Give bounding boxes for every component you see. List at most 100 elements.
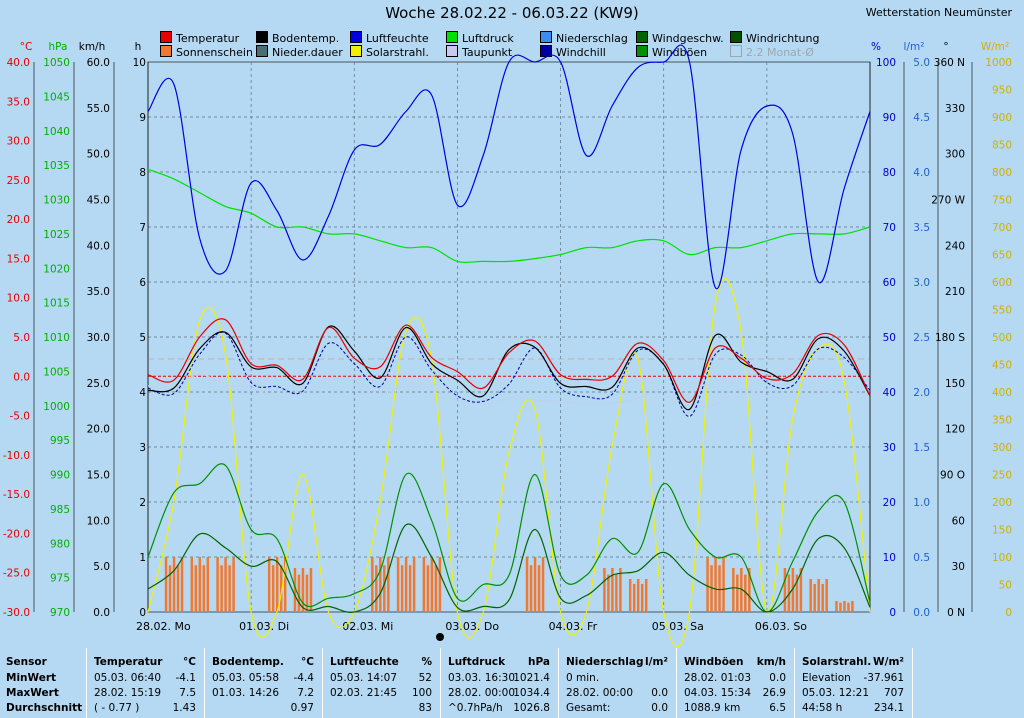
- sunshine-bar: [541, 557, 545, 612]
- temp-axis-tick: -25.0: [3, 568, 30, 580]
- sunshine-bar: [297, 574, 301, 612]
- sun-axis-tick: 4: [139, 387, 146, 399]
- solar-axis-tick: 750: [992, 195, 1012, 207]
- x-tick-label: 05.03. Sa: [652, 620, 704, 633]
- x-tick-label: 04.03. Fr: [549, 620, 598, 633]
- solar-axis-tick: 250: [992, 470, 1012, 482]
- temp-axis-tick: 0.0: [13, 371, 30, 383]
- direction-axis-tick: 240: [945, 240, 965, 252]
- legend-label: Niederschlag: [556, 32, 628, 45]
- rain-axis-tick: 2.5: [913, 332, 930, 344]
- legend-item[interactable]: Luftdruck: [446, 31, 514, 45]
- stats-cell-left: 05.03. 12:21: [802, 687, 869, 699]
- stats-separator: [912, 648, 913, 718]
- pressure-axis-tick: 995: [50, 435, 70, 447]
- legend-swatch: [350, 31, 362, 43]
- rain-axis-unit: l/m²: [904, 41, 925, 53]
- legend-item[interactable]: Solarstrahl.: [350, 45, 429, 59]
- sun-axis-tick: 10: [133, 57, 146, 69]
- sunshine-bar: [271, 565, 275, 612]
- pressure-axis-tick: 1015: [43, 298, 70, 310]
- wind-axis-tick: 5.0: [93, 561, 110, 573]
- weather-chart: 40.035.030.025.020.015.010.05.00.0-5.0-1…: [3, 41, 1012, 648]
- sunshine-bar: [194, 565, 198, 612]
- stats-cell-value: 6.5: [769, 702, 786, 714]
- legend-item[interactable]: Temperatur: [160, 31, 239, 45]
- legend-swatch: [636, 31, 648, 43]
- legend-swatch: [350, 45, 362, 57]
- solar-axis-tick: 500: [992, 332, 1012, 344]
- stats-cell-left: Elevation: [802, 672, 851, 684]
- rain-axis-tick: 1.0: [913, 497, 930, 509]
- stats-column: Niederschlag l/m² 0 min. 28.02. 00:00 0.0 Ges…: [558, 648, 676, 718]
- legend-item[interactable]: Luftfeuchte: [350, 31, 429, 45]
- legend-item[interactable]: Windrichtung: [730, 31, 819, 45]
- legend-label: Windrichtung: [746, 32, 820, 45]
- stats-cell-left: 05.03. 05:58: [212, 672, 279, 684]
- temp-axis-tick: -5.0: [10, 411, 31, 423]
- wind-axis-tick: 45.0: [87, 195, 110, 207]
- legend-label: Sonnenschein: [176, 46, 253, 59]
- sunshine-bar: [283, 557, 287, 612]
- sunshine-bar: [813, 583, 816, 612]
- sunshine-bar: [426, 565, 430, 612]
- solar-axis-tick: 150: [992, 525, 1012, 537]
- solar-axis-tick: 550: [992, 305, 1012, 317]
- sunshine-bar: [375, 565, 378, 612]
- humidity-axis-tick: 80: [883, 167, 896, 179]
- sunshine-bar: [706, 557, 709, 612]
- legend-item[interactable]: Windchill: [540, 45, 606, 59]
- sunshine-bar: [791, 568, 795, 612]
- series-luftfeuchte: [147, 44, 871, 290]
- rain-axis-tick: 2.0: [913, 387, 930, 399]
- sunshine-bar: [224, 557, 227, 612]
- solar-axis-tick: 650: [992, 250, 1012, 262]
- solar-axis-tick: 400: [992, 387, 1012, 399]
- sunshine-bar: [710, 565, 713, 612]
- legend-label: Taupunkt: [462, 46, 513, 59]
- sunshine-bar: [644, 579, 648, 612]
- sunshine-bar: [744, 574, 747, 612]
- legend-item[interactable]: 2.2 Monat-Ø: [730, 45, 814, 59]
- sunshine-bar: [305, 574, 309, 612]
- sunshine-bar: [267, 557, 271, 612]
- direction-axis-tick: 270 W: [931, 195, 965, 207]
- solar-axis-tick: 800: [992, 167, 1012, 179]
- stats-separator: [794, 648, 795, 718]
- sunshine-bar: [293, 568, 297, 612]
- series-windchill: [147, 331, 871, 417]
- humidity-axis-tick: 0: [889, 607, 896, 619]
- temp-axis-tick: -30.0: [3, 607, 30, 619]
- stats-header: Temperatur: [94, 656, 163, 668]
- sunshine-bar: [383, 565, 386, 612]
- series-taupunkt: [147, 374, 871, 409]
- legend-item[interactable]: Bodentemp.: [256, 31, 339, 45]
- sunshine-bar: [783, 568, 787, 612]
- sunshine-bar: [821, 583, 824, 612]
- solar-axis-tick: 900: [992, 112, 1012, 124]
- legend-item[interactable]: Taupunkt: [446, 45, 512, 59]
- sun-axis-tick: 5: [139, 332, 146, 344]
- legend-item[interactable]: Niederschlag: [540, 31, 628, 45]
- sunshine-bar: [422, 557, 426, 612]
- humidity-axis-tick: 60: [883, 277, 896, 289]
- legend-item[interactable]: Nieder.dauer: [256, 45, 343, 59]
- legend-swatch: [540, 31, 552, 43]
- rain-axis-tick: 4.0: [913, 167, 930, 179]
- rain-axis-tick: 3.5: [913, 222, 930, 234]
- stats-cell-value: 0.97: [290, 702, 314, 714]
- direction-axis-tick: 330: [945, 103, 965, 115]
- stats-column: Luftdruck hPa 03.03. 16:30 1021.4 28.02. 00:…: [440, 648, 558, 718]
- stats-header: Luftdruck: [448, 656, 506, 668]
- legend-item[interactable]: Sonnenschein: [160, 45, 253, 59]
- sunshine-bar: [722, 557, 725, 612]
- stats-cell-left: 02.03. 21:45: [330, 687, 397, 699]
- pressure-axis-tick: 985: [50, 504, 70, 516]
- sun-axis-tick: 0: [139, 607, 146, 619]
- stats-cell-value: 234.1: [873, 702, 904, 714]
- sunshine-bar: [529, 565, 533, 612]
- legend-item[interactable]: Windgeschw.: [636, 31, 724, 45]
- legend-item[interactable]: Windböen: [636, 45, 707, 59]
- moon-phase-icon: [436, 633, 444, 641]
- sunshine-bar: [206, 557, 210, 612]
